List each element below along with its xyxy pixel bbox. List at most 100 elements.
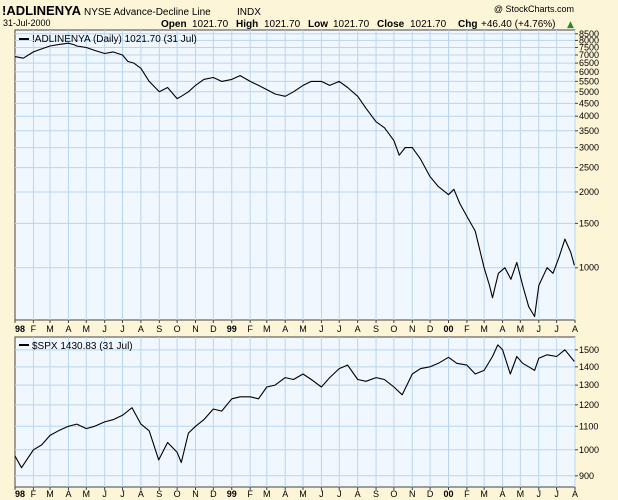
x-tick-label: J	[102, 489, 107, 499]
x-tick-label: M	[83, 324, 91, 334]
x-tick-label: O	[390, 324, 397, 334]
y-tick-label: 7500	[579, 42, 599, 52]
low-label: Low	[308, 19, 328, 30]
high-label: High	[236, 19, 258, 30]
x-tick-label: 99	[227, 324, 237, 334]
x-tick-label: A	[500, 489, 506, 499]
x-tick-label: F	[31, 324, 37, 334]
x-tick-label: F	[247, 324, 253, 334]
x-tick-label: A	[65, 324, 71, 334]
x-tick-label: J	[319, 489, 324, 499]
x-tick-label: 98	[15, 489, 25, 499]
x-tick-label: J	[554, 489, 559, 499]
y-tick-label: 2000	[579, 187, 599, 197]
x-tick-label: O	[174, 324, 181, 334]
x-tick-label: J	[337, 489, 342, 499]
x-tick-label: A	[355, 489, 361, 499]
x-tick-label: N	[192, 489, 199, 499]
chart-symbol-name: NYSE Advance-Decline Line	[84, 7, 211, 18]
adline-panel-background	[14, 29, 576, 321]
y-tick-label: 7000	[579, 50, 599, 60]
y-tick-label: 8500	[579, 29, 599, 39]
x-tick-label: S	[156, 324, 162, 334]
x-tick-label: M	[517, 489, 525, 499]
x-tick-label: M	[263, 489, 271, 499]
chg-value: +46.40 (+4.76%)	[481, 19, 556, 30]
x-tick-label: D	[210, 489, 217, 499]
y-tick-label: 1000	[579, 445, 599, 455]
chart-symbol-type: INDX	[237, 7, 261, 18]
y-tick-label: 3500	[579, 126, 599, 136]
x-tick-label: D	[427, 324, 434, 334]
x-tick-label: A	[65, 489, 71, 499]
x-tick-label: A	[282, 324, 288, 334]
x-tick-label: A	[355, 324, 361, 334]
x-tick-label: N	[192, 324, 199, 334]
y-tick-label: 2500	[579, 163, 599, 173]
x-tick-label: M	[299, 489, 307, 499]
x-tick-label: M	[480, 489, 488, 499]
x-tick-label: 99	[227, 489, 237, 499]
chart-symbol: !ADLINENYA	[2, 3, 82, 18]
x-tick-label: M	[46, 324, 54, 334]
spx-legend-label: $SPX 1430.83 (31 Jul)	[32, 341, 133, 352]
close-label: Close	[377, 19, 405, 30]
y-tick-label: 4500	[579, 98, 599, 108]
adline-gridlines	[15, 30, 576, 320]
adline-panel: 1000 1500 2000 2500 3000 3500 4000 450050005500…	[14, 29, 599, 321]
x-tick-label: S	[156, 489, 162, 499]
x-tick-label: O	[174, 489, 181, 499]
x-tick-label: M	[83, 489, 91, 499]
x-tick-label: M	[517, 324, 525, 334]
y-tick-label: 4000	[579, 111, 599, 121]
y-tick-label: 900	[579, 471, 594, 481]
chg-label: Chg	[458, 19, 477, 30]
y-tick-label: 6000	[579, 67, 599, 77]
adline-series-line	[14, 42, 575, 318]
x-tick-label: M	[299, 324, 307, 334]
x-tick-label: J	[337, 324, 342, 334]
y-tick-label: 1500	[579, 218, 599, 228]
x-tick-label: J	[554, 324, 559, 334]
open-label: Open	[161, 19, 187, 30]
open-value: 1021.70	[192, 19, 229, 30]
spx-panel: 900 1000 1100 1200 1300 1400 1500 $SPX 1430.83…	[14, 336, 599, 488]
chg-up-arrow-icon: ▲	[567, 20, 574, 30]
adline-y-axis: 1000 1500 2000 2500 3000 3500 4000 450050005500…	[575, 29, 599, 273]
x-tick-label: J	[537, 324, 542, 334]
x-tick-label: 00	[444, 489, 454, 499]
y-tick-label: 1500	[579, 345, 599, 355]
high-value: 1021.70	[264, 19, 301, 30]
x-tick-label: N	[409, 489, 416, 499]
x-tick-label: J	[537, 489, 542, 499]
spx-series-line	[14, 344, 575, 469]
y-tick-label: 3000	[579, 143, 599, 153]
x-tick-label: M	[480, 324, 488, 334]
x-tick-label: N	[409, 324, 416, 334]
close-value: 1021.70	[410, 19, 447, 30]
x-tick-label: F	[31, 489, 37, 499]
x-tick-label: A	[572, 489, 578, 499]
x-tick-label: A	[572, 324, 578, 334]
x-tick-label: J	[120, 324, 125, 334]
low-value: 1021.70	[333, 19, 370, 30]
y-tick-label: 1100	[579, 421, 598, 431]
x-tick-label: D	[210, 324, 217, 334]
y-tick-label: 1200	[579, 400, 599, 410]
x-tick-label: S	[373, 489, 379, 499]
x-tick-label: S	[373, 324, 379, 334]
x-tick-label: 98	[15, 324, 25, 334]
x-tick-label: M	[46, 489, 54, 499]
adline-legend-label: !ADLINENYA (Daily) 1021.70 (31 Jul)	[32, 34, 197, 45]
x-tick-label: D	[427, 489, 434, 499]
x-tick-label: 00	[444, 324, 454, 334]
x-tick-label: M	[263, 324, 271, 334]
x-tick-label: F	[247, 489, 253, 499]
chart-date: 31-Jul-2000	[3, 18, 51, 28]
y-tick-label: 5500	[579, 76, 599, 86]
y-tick-label: 1400	[579, 362, 599, 372]
x-tick-label: J	[319, 324, 324, 334]
x-tick-label: O	[390, 489, 397, 499]
spx-panel-background	[14, 336, 576, 488]
